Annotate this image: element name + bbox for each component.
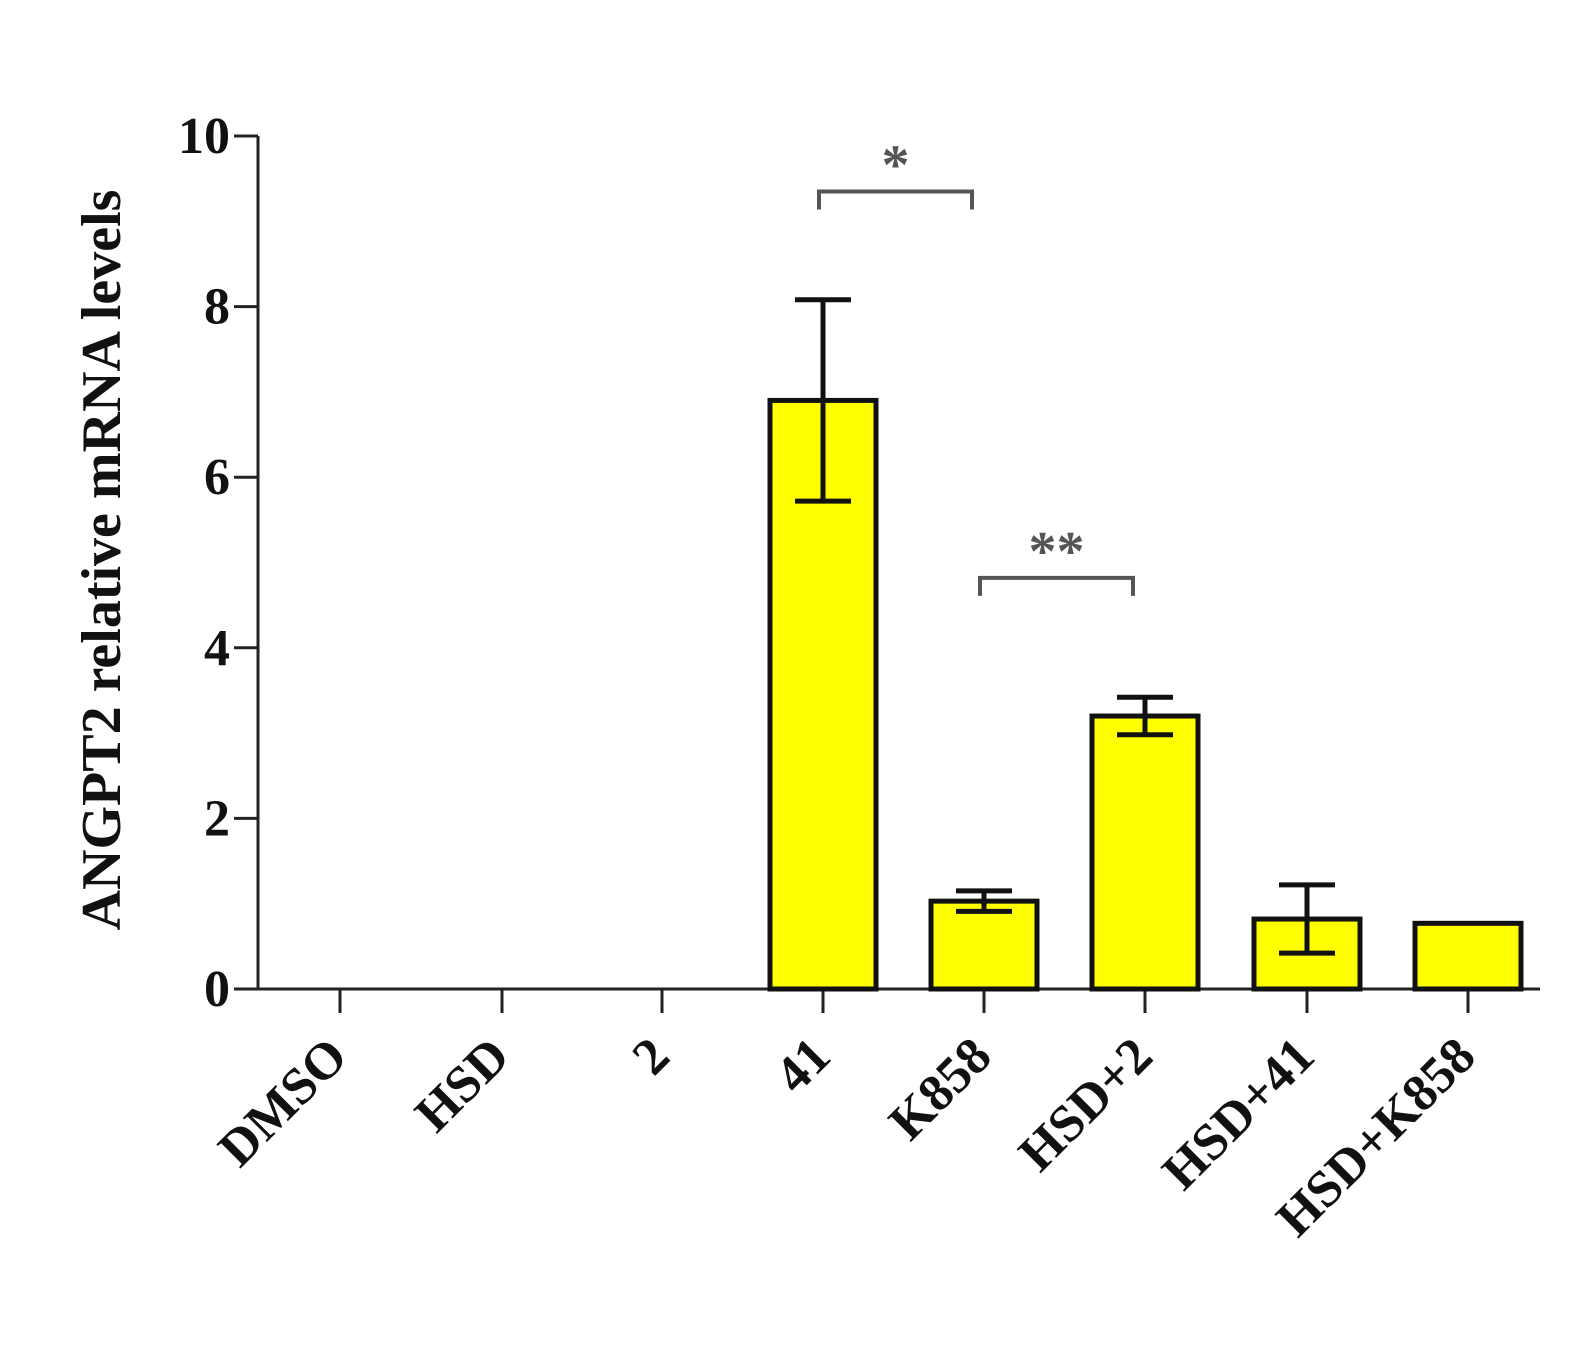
y-tick-label: 0 xyxy=(204,961,230,1018)
axes xyxy=(234,134,1540,1013)
significance-label: ** xyxy=(1029,521,1085,583)
x-tick-label: K858 xyxy=(878,1027,1002,1151)
x-tick-label: DMSO xyxy=(208,1027,359,1178)
x-tick-label: 2 xyxy=(622,1027,681,1086)
bar-hsd-plus-k858 xyxy=(1412,920,1524,992)
bar-k858 xyxy=(928,898,1040,992)
bars xyxy=(767,397,1524,992)
y-axis-label: ANGPT2 relative mRNA levels xyxy=(71,190,133,931)
significance-annotations: *** xyxy=(817,134,1135,596)
bar-41 xyxy=(767,397,879,992)
x-tick-label: HSD xyxy=(405,1027,521,1143)
y-tick-label: 4 xyxy=(204,620,230,677)
significance-bracket xyxy=(817,189,974,210)
y-tick-label: 8 xyxy=(204,279,230,336)
y-tick-label: 10 xyxy=(178,108,230,165)
x-tick-label: 41 xyxy=(764,1027,841,1104)
y-tick-label: 2 xyxy=(204,790,230,847)
x-tick-label: HSD+2 xyxy=(1008,1027,1163,1182)
bar-hsd-plus-2 xyxy=(1089,713,1201,992)
y-tick-label: 6 xyxy=(204,449,230,506)
significance-label: * xyxy=(882,134,910,196)
significance-bracket xyxy=(978,575,1135,596)
error-bars xyxy=(795,297,1335,956)
